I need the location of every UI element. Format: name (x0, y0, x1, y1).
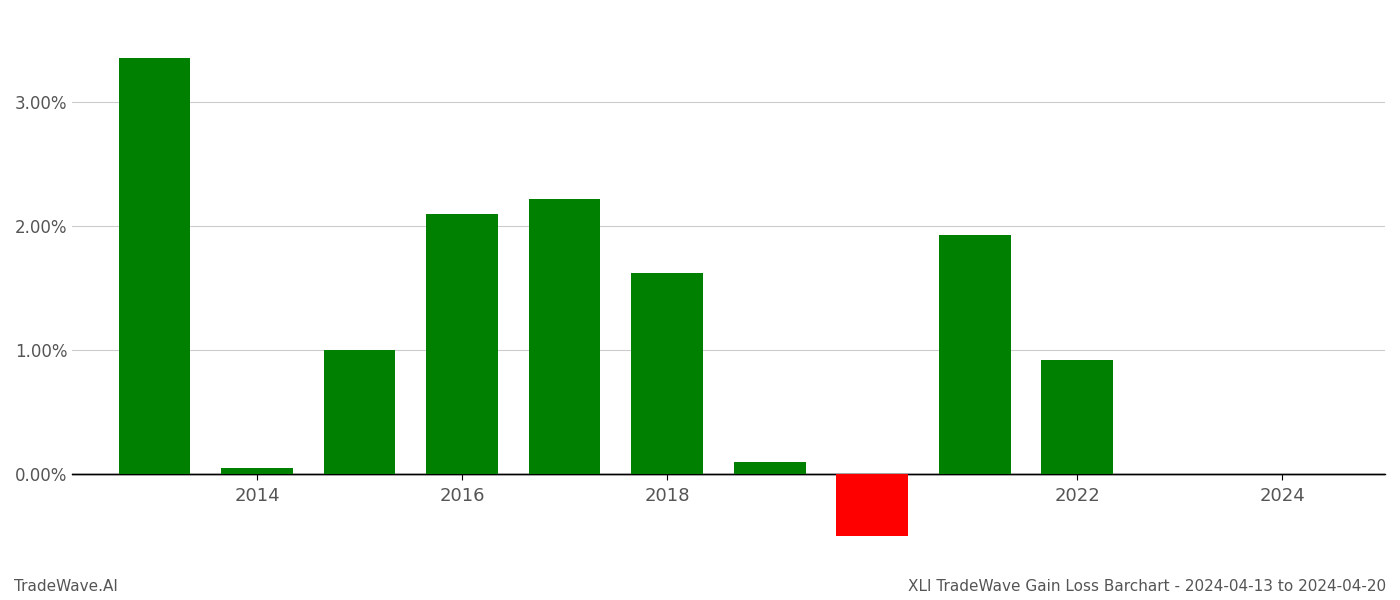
Bar (631, 273, 703, 475)
Bar (1042, 360, 1113, 475)
Text: TradeWave.AI: TradeWave.AI (14, 579, 118, 594)
Bar (323, 350, 395, 475)
Bar (529, 199, 601, 475)
Bar (939, 235, 1011, 475)
Bar (836, 475, 909, 536)
Bar (426, 214, 498, 475)
Bar (221, 468, 293, 475)
Bar (119, 58, 190, 475)
Text: XLI TradeWave Gain Loss Barchart - 2024-04-13 to 2024-04-20: XLI TradeWave Gain Loss Barchart - 2024-… (907, 579, 1386, 594)
Bar (734, 462, 805, 475)
